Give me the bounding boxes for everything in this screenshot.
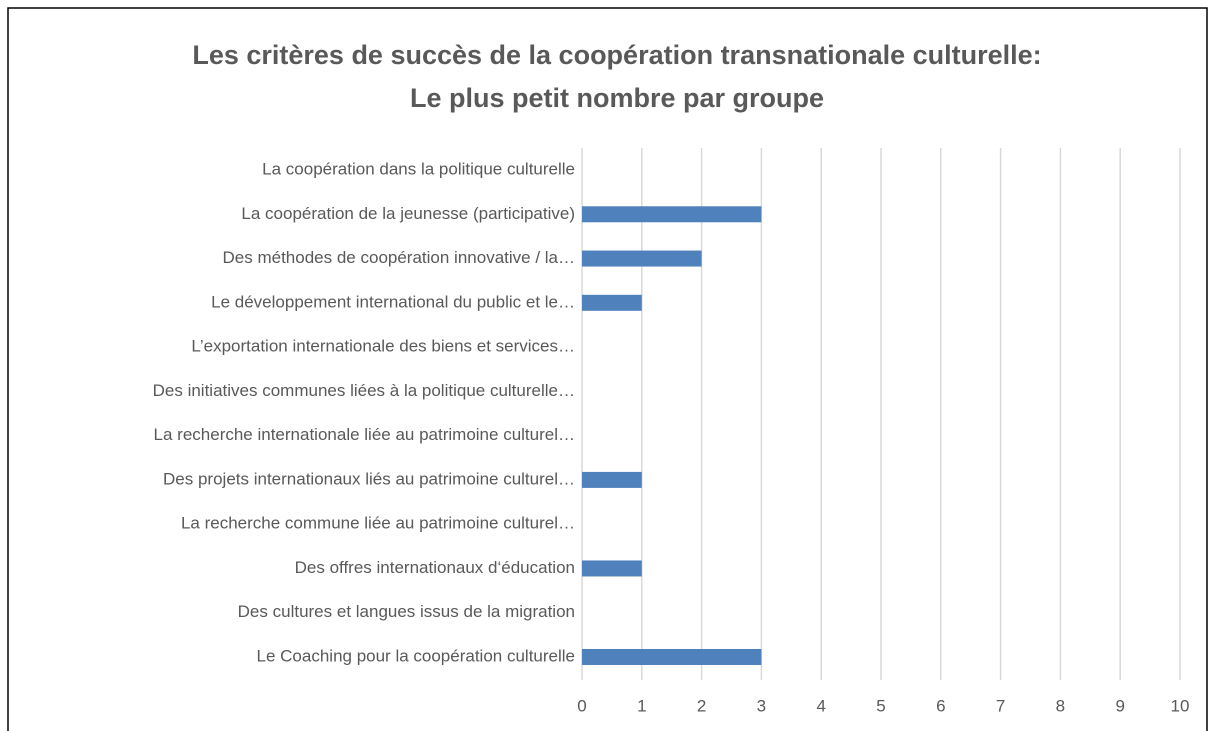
bar [582,206,762,223]
bar [582,560,642,577]
chart-title: Les critères de succès de la coopération… [192,40,1041,70]
bar [582,471,642,488]
y-tick-label: Le développement international du public… [211,292,575,311]
y-tick-label: La coopération de la jeunesse (participa… [241,204,575,223]
x-tick-label: 3 [757,696,766,715]
y-tick-label: Des initiatives communes liées à la poli… [153,381,575,400]
x-tick-label: 4 [816,696,825,715]
y-tick-label: Le Coaching pour la coopération culturel… [257,646,575,665]
x-tick-label: 2 [697,696,706,715]
y-tick-label: La coopération dans la politique culture… [262,159,575,178]
x-tick-label: 9 [1115,696,1124,715]
x-tick-label: 6 [936,696,945,715]
x-tick-label: 5 [876,696,885,715]
chart-title: Le plus petit nombre par groupe [410,83,824,113]
y-tick-label: Des cultures et langues issus de la migr… [238,602,575,621]
bar [582,294,642,311]
y-tick-label: Des projets internationaux liés au patri… [163,469,575,488]
x-tick-label: 0 [577,696,586,715]
chart-border [7,7,1208,731]
y-tick-label: La recherche commune liée au patrimoine … [181,514,575,533]
bar [582,250,702,267]
y-tick-label: Des méthodes de coopération innovative /… [223,248,575,267]
y-tick-label: Des offres internationaux d‘éducation [295,558,575,577]
y-tick-label: La recherche internationale liée au patr… [154,425,575,444]
y-tick-label: L’exportation internationale des biens e… [191,337,575,356]
x-tick-label: 8 [1056,696,1065,715]
x-tick-label: 1 [637,696,646,715]
bar [582,649,762,665]
x-tick-label: 7 [996,696,1005,715]
x-tick-label: 10 [1171,696,1190,715]
